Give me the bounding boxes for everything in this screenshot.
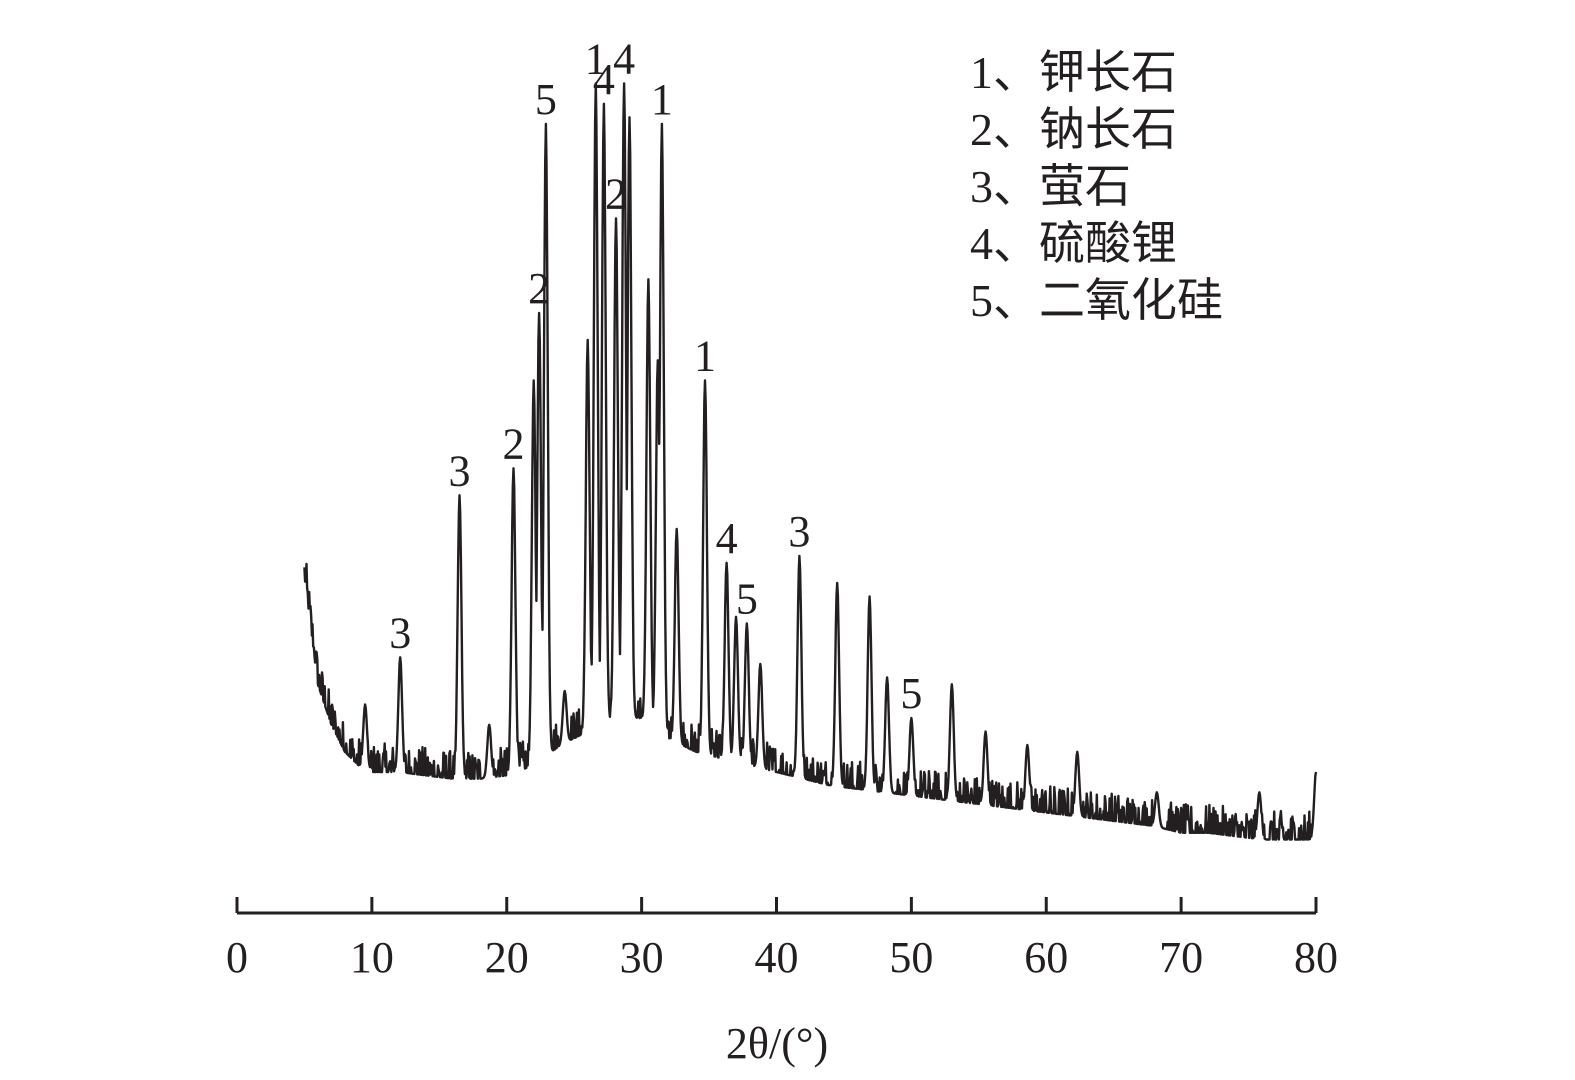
- peak-label: 3: [389, 608, 411, 657]
- peak-label: 5: [900, 669, 922, 718]
- peak-label: 3: [449, 446, 471, 495]
- x-axis-title: 2θ/(°): [726, 1019, 828, 1068]
- peak-label: 3: [788, 507, 810, 556]
- peak-label: 1: [585, 35, 607, 84]
- peak-label: 1: [694, 332, 716, 381]
- peak-label: 4: [716, 514, 738, 563]
- peak-label: 1: [651, 75, 673, 124]
- peak-label: 4: [593, 55, 615, 104]
- legend: 1、钾长石 2、钠长石 3、萤石 4、硫酸锂 5、二氧化硅: [970, 47, 1223, 326]
- peak-label: 2: [528, 264, 550, 313]
- legend-entry: 2、钠长石: [970, 104, 1177, 155]
- peak-label: 5: [736, 575, 758, 624]
- x-tick-label: 60: [1024, 933, 1068, 982]
- legend-entry: 5、二氧化硅: [970, 275, 1223, 326]
- x-tick-label: 40: [755, 933, 799, 982]
- peak-label: 5: [535, 75, 557, 124]
- x-tick-label: 70: [1159, 933, 1203, 982]
- legend-entry: 3、萤石: [970, 161, 1131, 212]
- x-tick-label: 30: [620, 933, 664, 982]
- x-tick-label: 20: [485, 933, 529, 982]
- x-tick-label: 80: [1294, 933, 1338, 982]
- x-tick-label: 50: [889, 933, 933, 982]
- legend-entry: 4、硫酸锂: [970, 218, 1177, 269]
- peak-label: 2: [502, 419, 524, 468]
- x-tick-label: 10: [350, 933, 394, 982]
- peak-label: 4: [613, 35, 635, 84]
- x-tick-label: 0: [226, 933, 248, 982]
- x-axis: 0 10 20 30 40 50 60 70 80: [226, 897, 1338, 982]
- spectrum-line: [303, 82, 1318, 841]
- legend-entry: 1、钾长石: [970, 47, 1177, 98]
- plot-area: [303, 82, 1318, 841]
- peak-label: 2: [605, 170, 627, 219]
